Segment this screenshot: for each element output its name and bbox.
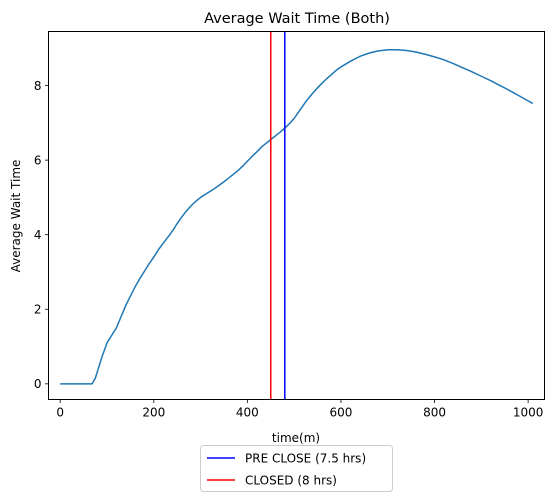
x-tick-label: 800 — [423, 406, 446, 420]
x-tick-label: 1000 — [513, 406, 544, 420]
chart-title: Average Wait Time (Both) — [204, 11, 390, 27]
series-line-0 — [60, 49, 534, 385]
legend: PRE CLOSE (7.5 hrs) CLOSED (8 hrs) — [200, 445, 393, 492]
legend-label-1: CLOSED (8 hrs) — [245, 473, 337, 487]
legend-label-0: PRE CLOSE (7.5 hrs) — [245, 451, 366, 465]
x-tick-label: 200 — [142, 406, 165, 420]
y-axis: 0 2 4 6 8 — [34, 79, 49, 391]
legend-frame — [200, 445, 393, 492]
x-tick-label: 400 — [236, 406, 259, 420]
y-tick-label: 4 — [34, 228, 42, 242]
y-tick-label: 6 — [34, 153, 42, 167]
x-tick-label: 600 — [329, 406, 352, 420]
plot-frame — [48, 31, 545, 400]
y-tick-label: 8 — [34, 79, 42, 93]
x-tick-label: 0 — [56, 406, 64, 420]
y-tick-label: 2 — [34, 303, 42, 317]
y-tick-label: 0 — [34, 377, 42, 391]
x-axis-label: time(m) — [272, 431, 320, 445]
plot-area — [60, 31, 534, 400]
x-axis: 0 200 400 600 800 1000 — [56, 399, 544, 420]
y-axis-label: Average Wait Time — [9, 160, 23, 273]
